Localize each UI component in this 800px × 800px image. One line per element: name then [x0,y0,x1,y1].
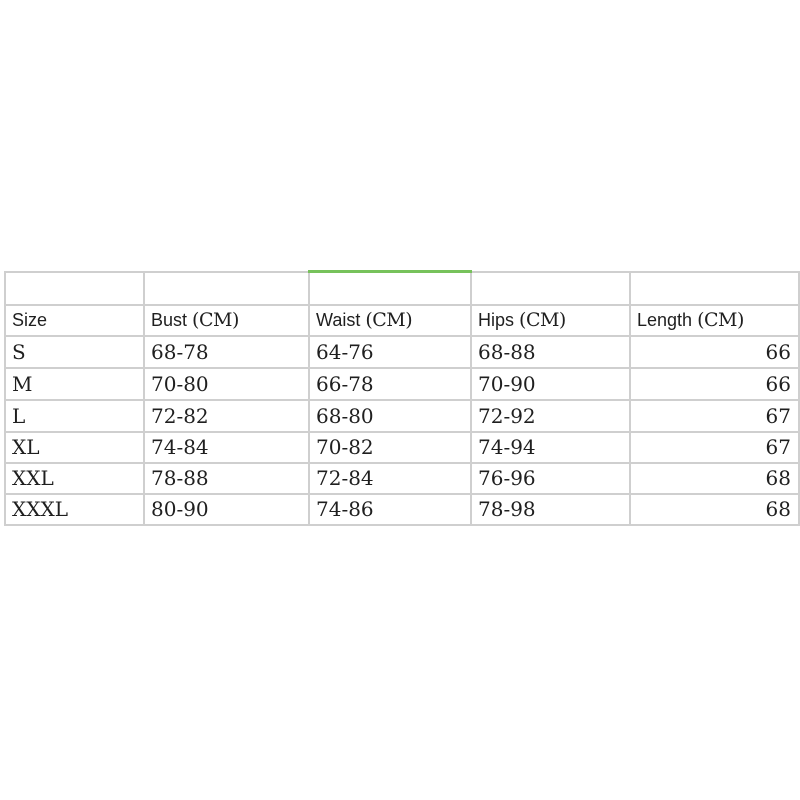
column-header-label: Size [12,309,48,330]
cell-bust: 68-78 [143,334,310,369]
cell-size: XL [4,430,145,464]
spacer-cell [143,270,310,306]
cell-bust: 72-82 [143,398,310,433]
size-chart-table: Size Bust (CM) Waist (CM) Hips (CM) Leng… [4,270,800,526]
table-row-xxxl: XXXL 80-90 74-86 78-98 68 [4,492,800,526]
cell-waist: 64-76 [308,334,472,369]
column-header-length: Length (CM) [629,303,800,337]
table-row-s: S 68-78 64-76 68-88 66 [4,334,800,369]
table-row-xl: XL 74-84 70-82 74-94 67 [4,430,800,464]
table-row-xxl: XXL 78-88 72-84 76-96 68 [4,461,800,495]
column-header-unit: (CM) [192,309,239,331]
column-header-label: Hips [478,310,515,330]
column-header-bust: Bust (CM) [143,303,310,337]
column-header-label: Length [637,310,693,330]
cell-length: 67 [629,398,800,433]
cell-hips: 78-98 [470,492,631,526]
cell-size: S [4,334,145,369]
cell-size: L [4,398,145,433]
cell-length: 67 [629,430,800,464]
cell-size: XXXL [4,492,145,526]
cell-waist: 66-78 [308,366,472,401]
table-row-l: L 72-82 68-80 72-92 67 [4,398,800,433]
column-header-label: Waist [316,310,361,330]
cell-hips: 72-92 [470,398,631,433]
column-header-size: Size [4,303,145,337]
cell-bust: 80-90 [143,492,310,526]
cell-length: 68 [629,492,800,526]
cell-hips: 70-90 [470,366,631,401]
cell-waist: 68-80 [308,398,472,433]
column-header-unit: (CM) [697,309,744,331]
cell-length: 68 [629,461,800,495]
cell-hips: 76-96 [470,461,631,495]
column-header-label: Bust [151,310,188,330]
cell-size: XXL [4,461,145,495]
column-header-waist: Waist (CM) [308,303,472,337]
cell-bust: 74-84 [143,430,310,464]
header-row: Size Bust (CM) Waist (CM) Hips (CM) Leng… [4,303,800,337]
cell-hips: 74-94 [470,430,631,464]
cell-waist: 70-82 [308,430,472,464]
cell-length: 66 [629,334,800,369]
size-chart-table-container: Size Bust (CM) Waist (CM) Hips (CM) Leng… [4,270,800,526]
table-row-m: M 70-80 66-78 70-90 66 [4,366,800,401]
cell-bust: 70-80 [143,366,310,401]
cell-bust: 78-88 [143,461,310,495]
spacer-cell [4,270,145,306]
cell-waist: 74-86 [308,492,472,526]
cell-size: M [4,366,145,401]
column-header-unit: (CM) [365,309,413,331]
selection-border-cell [308,270,472,306]
column-header-unit: (CM) [519,309,566,331]
cell-hips: 68-88 [470,334,631,369]
spacer-cell [470,270,631,306]
cell-waist: 72-84 [308,461,472,495]
cell-length: 66 [629,366,800,401]
spacer-cell [629,270,800,306]
spacer-row [4,270,800,306]
column-header-hips: Hips (CM) [470,303,631,337]
